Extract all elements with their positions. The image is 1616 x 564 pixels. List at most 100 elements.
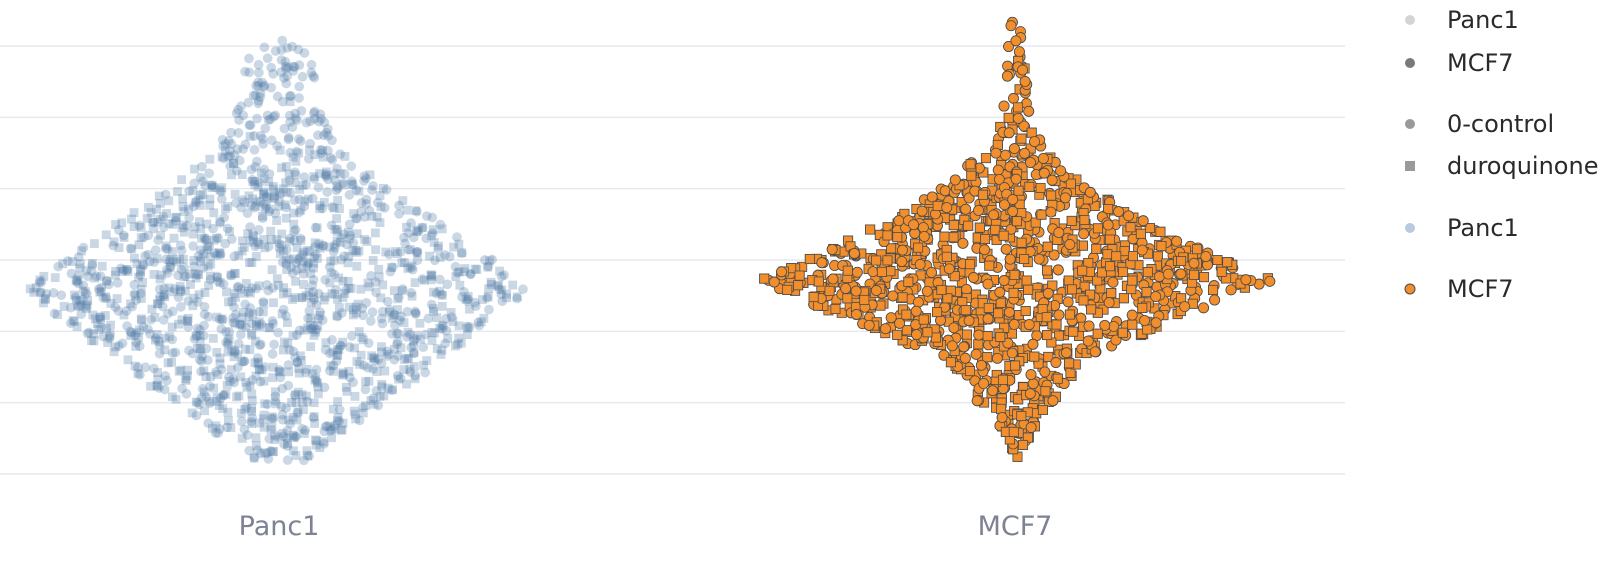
point-0-control: [447, 312, 457, 323]
point-0-control: [196, 253, 207, 264]
point-0-control: [165, 261, 176, 272]
point-duroquinone: [135, 267, 145, 276]
point-0-control: [305, 116, 316, 127]
point-duroquinone: [368, 255, 378, 265]
point-0-control: [223, 339, 233, 350]
point-duroquinone: [142, 214, 152, 223]
point-duroquinone: [376, 293, 386, 303]
point-0-control: [135, 270, 146, 280]
point-0-control: [260, 123, 271, 134]
point-0-control: [1004, 253, 1016, 265]
point-duroquinone: [502, 289, 512, 299]
legend-circle-icon: [1405, 15, 1415, 25]
point-duroquinone: [223, 202, 233, 211]
point-duroquinone: [167, 247, 177, 257]
point-duroquinone: [110, 270, 120, 280]
legend[interactable]: Panc1 MCF7 0-control duroquinone Panc1 MCF7: [1404, 6, 1598, 303]
point-0-control: [330, 175, 340, 186]
point-0-control: [301, 179, 311, 190]
point-0-control: [313, 182, 324, 193]
point-0-control: [158, 291, 169, 302]
point-duroquinone: [251, 441, 261, 451]
point-duroquinone: [350, 409, 360, 419]
point-0-control: [229, 302, 239, 312]
point-0-control: [187, 348, 198, 359]
point-0-control: [231, 165, 242, 176]
point-duroquinone: [1065, 178, 1076, 189]
legend-item[interactable]: MCF7: [1405, 49, 1514, 77]
point-duroquinone: [160, 345, 170, 355]
point-0-control: [133, 362, 143, 373]
point-0-control: [259, 42, 270, 53]
point-duroquinone: [40, 294, 50, 303]
point-0-control: [308, 274, 319, 285]
point-0-control: [816, 257, 828, 269]
point-duroquinone: [304, 247, 314, 257]
point-0-control: [994, 286, 1006, 298]
point-0-control: [1010, 173, 1022, 185]
point-duroquinone: [311, 440, 321, 450]
point-duroquinone: [164, 196, 174, 206]
point-duroquinone: [393, 294, 403, 304]
point-0-control: [301, 261, 312, 271]
point-0-control: [219, 390, 229, 400]
point-duroquinone: [948, 220, 959, 231]
point-0-control: [479, 255, 490, 265]
point-0-control: [444, 251, 455, 262]
point-duroquinone: [1104, 261, 1115, 272]
point-0-control: [256, 319, 267, 329]
point-0-control: [244, 120, 255, 130]
point-0-control: [290, 431, 301, 442]
point-0-control: [320, 421, 331, 432]
point-duroquinone: [1097, 267, 1108, 278]
point-duroquinone: [361, 377, 370, 387]
point-duroquinone: [339, 180, 349, 190]
point-duroquinone: [387, 263, 396, 272]
point-0-control: [417, 274, 428, 284]
point-duroquinone: [400, 355, 410, 365]
point-0-control: [151, 333, 161, 344]
point-duroquinone: [437, 224, 447, 234]
point-0-control: [308, 412, 319, 423]
point-duroquinone: [112, 294, 122, 303]
point-0-control: [267, 316, 278, 326]
point-0-control: [285, 418, 296, 429]
point-0-control: [403, 227, 414, 238]
point-0-control: [266, 82, 277, 93]
point-0-control: [101, 293, 112, 304]
legend-item[interactable]: 0-control: [1405, 110, 1554, 138]
legend-item[interactable]: duroquinone: [1405, 152, 1598, 180]
point-duroquinone: [346, 283, 356, 293]
point-duroquinone: [95, 287, 105, 297]
point-0-control: [98, 293, 109, 303]
legend-item[interactable]: Panc1: [1405, 6, 1519, 34]
point-0-control: [76, 309, 87, 320]
point-duroquinone: [403, 327, 413, 337]
point-0-control: [356, 206, 367, 217]
legend-item[interactable]: Panc1: [1405, 214, 1519, 242]
legend-item[interactable]: MCF7: [1404, 275, 1514, 303]
point-0-control: [73, 278, 84, 289]
point-0-control: [441, 313, 451, 324]
point-duroquinone: [429, 307, 439, 316]
point-0-control: [192, 297, 203, 307]
point-duroquinone: [75, 263, 84, 273]
point-0-control: [205, 398, 215, 409]
point-duroquinone: [319, 197, 329, 207]
point-duroquinone: [160, 292, 170, 302]
point-duroquinone: [368, 353, 378, 363]
point-0-control: [277, 409, 288, 420]
point-0-control: [213, 276, 223, 286]
point-duroquinone: [187, 408, 197, 418]
point-duroquinone: [338, 418, 348, 428]
point-duroquinone: [1137, 302, 1148, 313]
point-duroquinone: [152, 330, 162, 339]
point-0-control: [435, 219, 446, 230]
point-0-control: [246, 200, 256, 210]
point-0-control: [236, 101, 246, 112]
point-duroquinone: [367, 211, 377, 221]
point-duroquinone: [208, 423, 217, 433]
point-duroquinone: [241, 377, 251, 387]
point-0-control: [76, 300, 86, 311]
point-0-control: [1103, 297, 1115, 308]
